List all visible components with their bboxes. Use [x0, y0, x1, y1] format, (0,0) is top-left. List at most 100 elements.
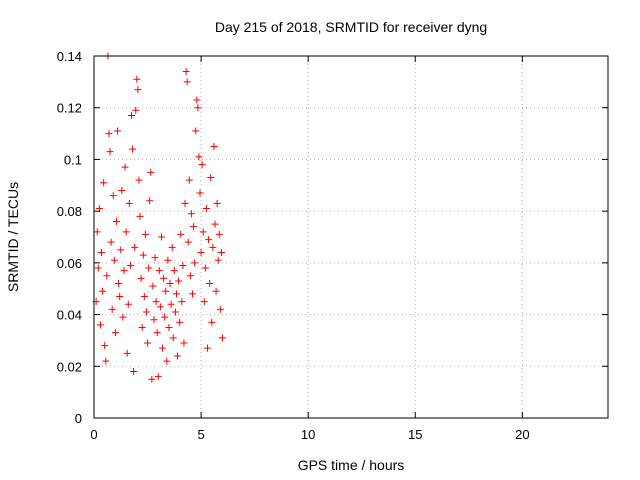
data-point [114, 127, 122, 135]
data-point [161, 313, 169, 321]
data-point [153, 329, 161, 337]
grid-lines [94, 56, 608, 418]
data-point [171, 308, 179, 316]
data-point [200, 298, 208, 306]
data-points [92, 52, 226, 383]
data-point [186, 272, 194, 280]
data-point [155, 267, 163, 275]
y-tick-label: 0.14 [57, 49, 82, 64]
data-point [178, 298, 186, 306]
data-point [109, 192, 117, 200]
x-tick-labels: 0 5 10 15 20 [90, 427, 529, 442]
data-point [102, 357, 110, 365]
data-point [124, 300, 132, 308]
x-tick-label: 15 [408, 427, 422, 442]
data-point [117, 246, 125, 254]
data-point [169, 334, 177, 342]
data-point [202, 205, 210, 213]
data-point [151, 254, 159, 262]
data-point [145, 264, 153, 272]
data-point [127, 111, 135, 119]
data-point [149, 282, 157, 290]
data-point [216, 305, 224, 313]
data-point [132, 106, 140, 114]
data-point [138, 324, 146, 331]
data-point [144, 339, 152, 347]
y-axis-title: SRMTID / TECUs [5, 182, 21, 292]
data-point [140, 292, 148, 300]
data-point [120, 267, 128, 275]
data-point [94, 264, 102, 272]
data-point [170, 267, 178, 275]
data-point [108, 305, 116, 313]
data-point [126, 261, 134, 269]
data-point [134, 86, 142, 94]
x-tick-label: 5 [197, 427, 204, 442]
data-point [208, 318, 216, 326]
data-point [184, 238, 192, 246]
data-point [142, 308, 150, 316]
data-point [116, 292, 124, 300]
data-point [93, 228, 101, 236]
data-point [130, 367, 138, 375]
data-point [180, 339, 188, 347]
data-point [147, 168, 155, 176]
data-point [193, 96, 201, 104]
data-point [176, 318, 184, 326]
data-point [185, 176, 193, 184]
data-point [167, 300, 175, 308]
data-point [160, 274, 168, 282]
data-point [212, 287, 220, 295]
data-point [168, 243, 176, 251]
data-point [194, 104, 202, 112]
data-point [201, 264, 209, 272]
data-point [148, 375, 156, 383]
plot-frame [93, 55, 609, 419]
y-tick-label: 0 [75, 411, 82, 426]
data-point [99, 287, 107, 295]
data-point [165, 324, 173, 331]
data-point [175, 277, 183, 285]
data-point [150, 316, 158, 324]
data-point [141, 230, 149, 238]
data-point [163, 357, 171, 365]
y-tick-label: 0.02 [57, 359, 82, 374]
data-point [152, 298, 160, 306]
data-point [166, 280, 174, 288]
data-point [139, 251, 147, 259]
data-point [106, 148, 114, 156]
x-axis-title: GPS time / hours [298, 457, 405, 473]
data-point [100, 179, 108, 187]
data-point [205, 236, 213, 244]
data-point [209, 243, 217, 251]
data-point [198, 161, 206, 169]
data-point [181, 199, 189, 207]
data-point [125, 199, 133, 207]
data-point [214, 256, 222, 264]
axis-ticks [93, 55, 608, 419]
data-point [199, 228, 207, 236]
y-tick-labels: 0 0.02 0.04 0.06 0.08 0.1 0.12 0.14 [57, 49, 82, 426]
data-point [195, 153, 203, 161]
data-point [133, 75, 141, 83]
data-point [123, 349, 131, 357]
data-point [154, 373, 162, 381]
chart-title: Day 215 of 2018, SRMTID for receiver dyn… [215, 19, 487, 35]
data-point [207, 174, 215, 182]
data-point [183, 78, 191, 86]
data-point [156, 303, 164, 311]
data-point [103, 272, 111, 280]
data-point [210, 143, 218, 150]
data-point [177, 230, 185, 238]
data-point [111, 329, 119, 337]
y-tick-label: 0.1 [64, 152, 82, 167]
data-point [118, 186, 126, 194]
data-point [105, 130, 113, 138]
data-point [157, 233, 165, 241]
data-point [204, 344, 212, 352]
data-point [215, 230, 223, 238]
data-point [172, 290, 180, 298]
y-tick-label: 0.12 [57, 101, 82, 116]
